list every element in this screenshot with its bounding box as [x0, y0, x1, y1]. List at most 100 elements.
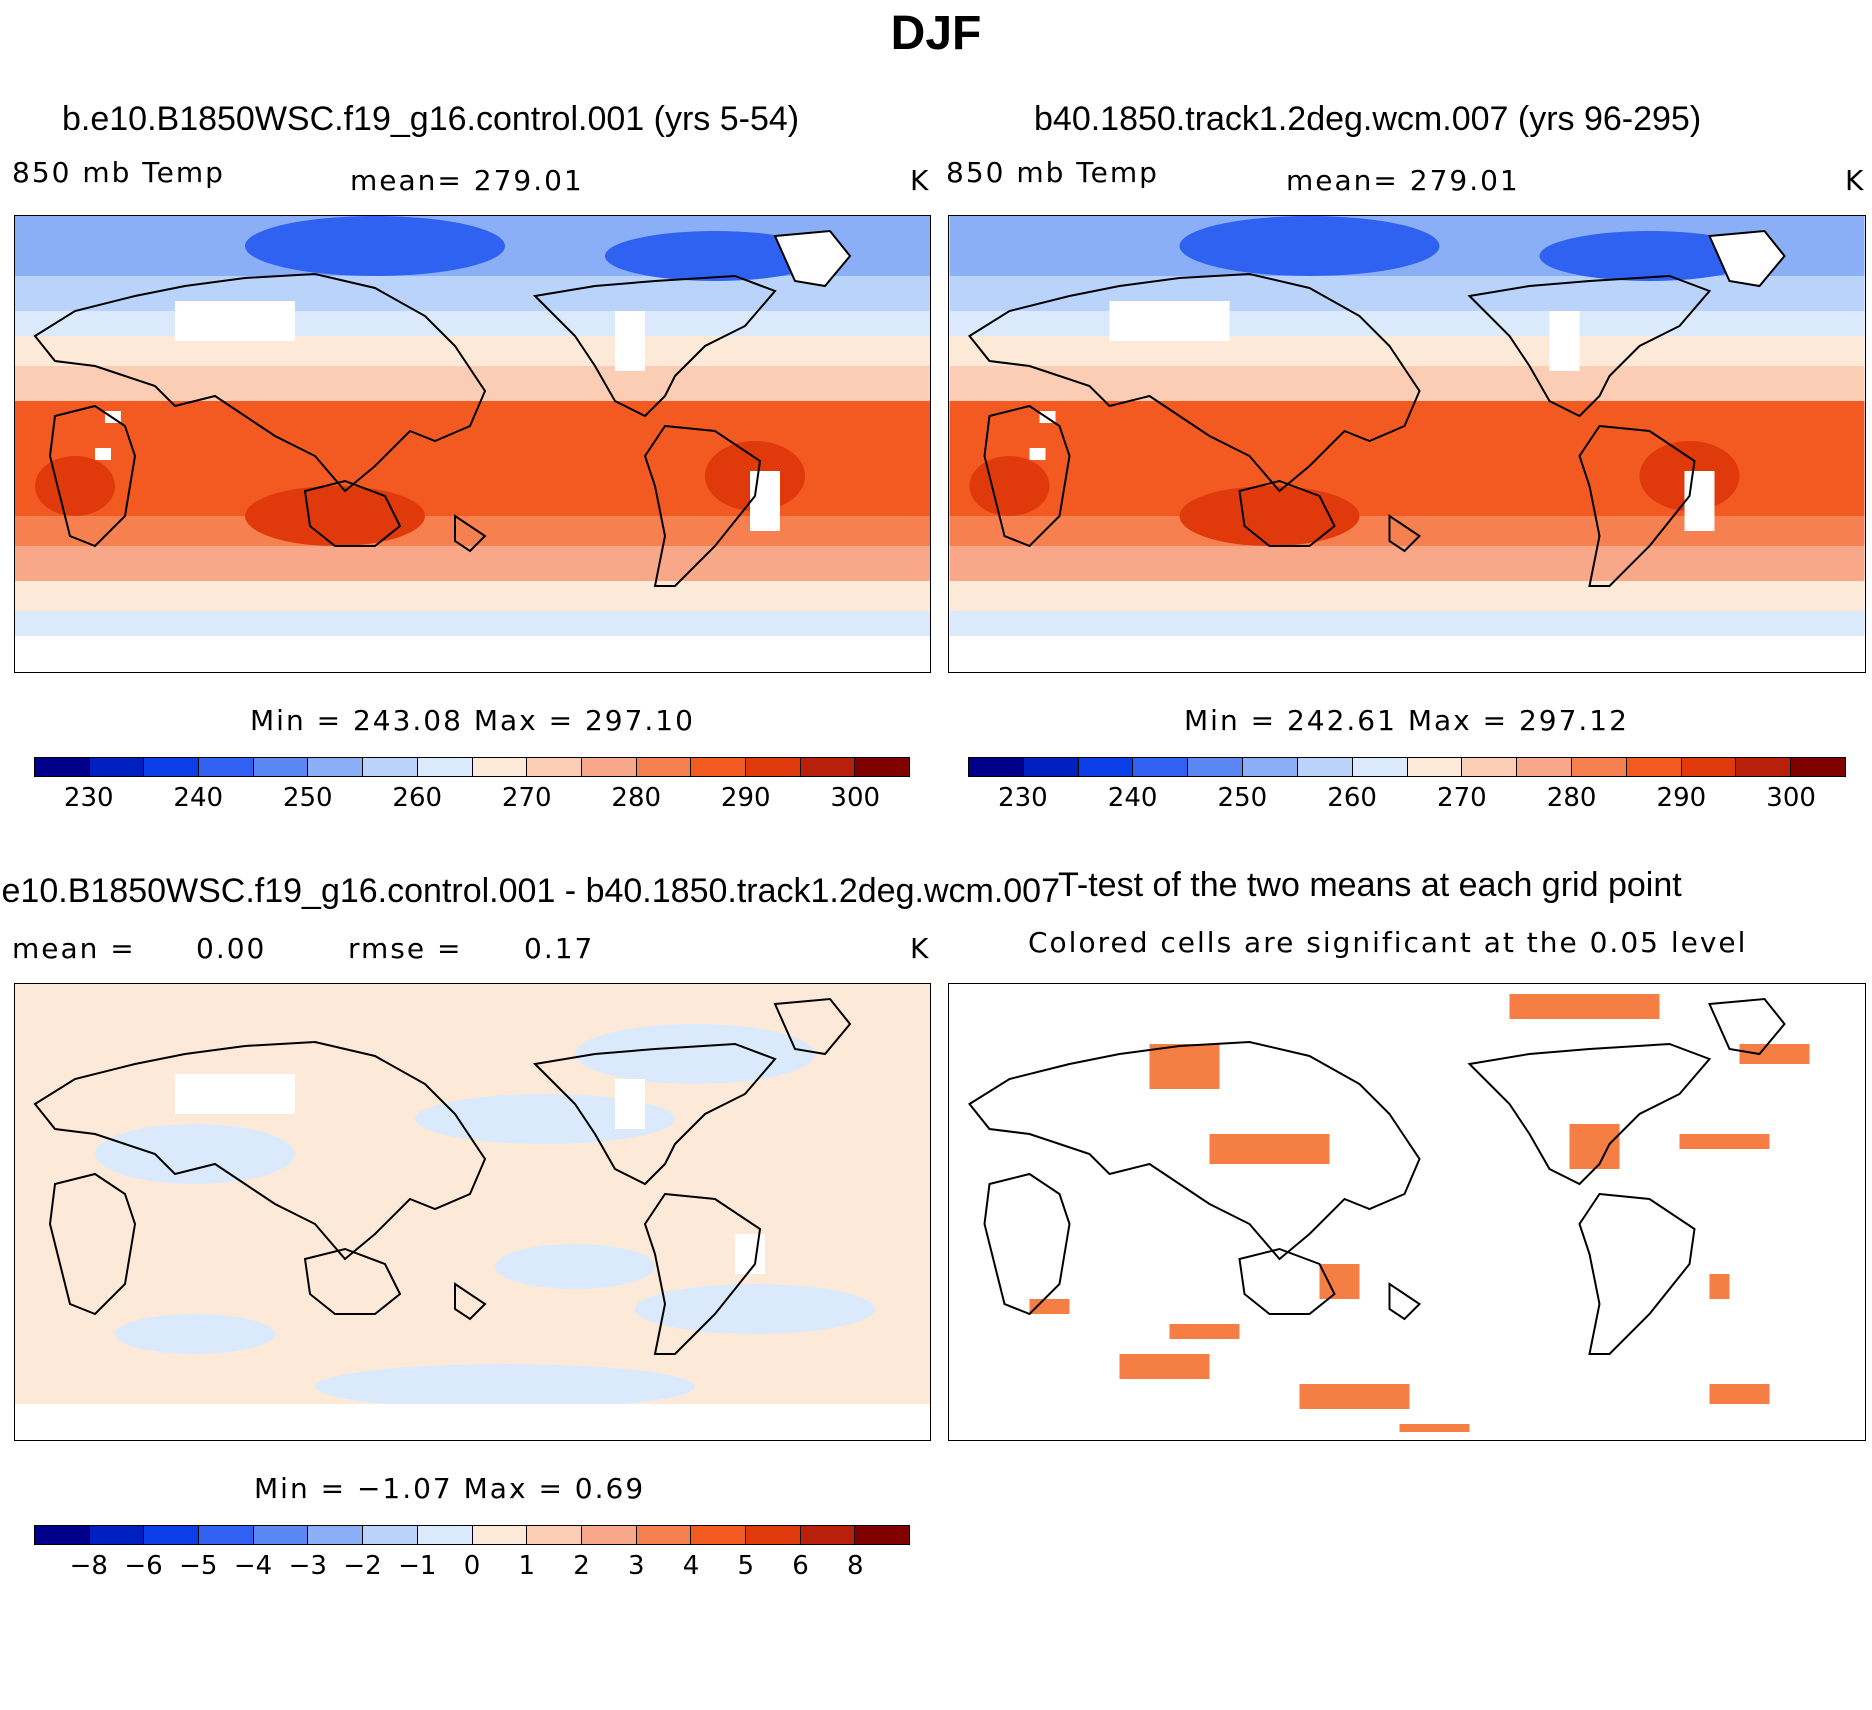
- colorbar-swatch: [89, 1526, 145, 1544]
- colorbar-swatch: [363, 758, 418, 776]
- negative-diff-region: [95, 1124, 295, 1184]
- masked-terrain: [175, 1074, 295, 1114]
- colorbar-tick-label: 230: [998, 783, 1048, 813]
- masked-terrain: [615, 1079, 645, 1129]
- temperature-band: [949, 336, 1865, 366]
- negative-diff-region: [115, 1314, 275, 1354]
- coastline: [1238, 479, 1336, 547]
- temperature-band: [15, 636, 930, 672]
- panel2-mean-label: mean= 279.01: [1286, 164, 1520, 197]
- coastline: [773, 229, 852, 288]
- coastline: [454, 1282, 487, 1321]
- coastline: [1578, 424, 1696, 587]
- colorbar-swatch: [1791, 758, 1845, 776]
- colorbar-tick-label: 270: [501, 783, 552, 813]
- significant-cell: [1149, 1044, 1220, 1089]
- coastline: [1238, 1247, 1336, 1315]
- significant-cell: [1399, 1424, 1470, 1432]
- cold-region: [605, 231, 825, 281]
- panel1-colorbar-ticks: 230 240 250 260 270 280 290 300: [34, 783, 910, 817]
- colorbar-swatch: [253, 758, 309, 776]
- negative-diff-region: [575, 1024, 815, 1084]
- colorbar-swatch: [89, 758, 145, 776]
- colorbar-tick-label: −6: [124, 1551, 163, 1581]
- colorbar-swatch: [472, 1526, 528, 1544]
- warm-pool: [1179, 486, 1360, 546]
- colorbar-swatch: [308, 758, 364, 776]
- warm-pool: [969, 456, 1050, 516]
- significant-cell: [1319, 1264, 1360, 1299]
- panel4-title: T-test of the two means at each grid poi…: [1058, 866, 1682, 904]
- negative-diff-region: [495, 1244, 655, 1289]
- colorbar-swatch: [1517, 758, 1572, 776]
- panel1-colorbar: [34, 757, 910, 777]
- colorbar-tick-label: −4: [233, 1551, 273, 1581]
- panel3-rmse-value: 0.17: [524, 932, 595, 965]
- significant-cell: [1209, 1134, 1330, 1164]
- masked-terrain: [175, 301, 295, 341]
- panel4-subtitle: Colored cells are significant at the 0.0…: [1028, 926, 1748, 959]
- colorbar-tick-label: −3: [288, 1551, 327, 1581]
- colorbar-swatch: [1188, 758, 1244, 776]
- coastline: [1708, 229, 1786, 288]
- panel2-colorbar-ticks: 230 240 250 260 270 280 290 300: [968, 783, 1846, 817]
- figure-title: DJF: [890, 7, 982, 60]
- colorbar-swatch: [35, 1526, 90, 1544]
- coastline: [983, 1172, 1071, 1316]
- significant-cell: [1709, 1384, 1770, 1404]
- colorbar-swatch: [581, 758, 637, 776]
- panel2-colorbar: [968, 757, 1846, 777]
- colorbar-swatch: [745, 758, 801, 776]
- temperature-band: [15, 336, 930, 366]
- masked-terrain: [735, 1234, 765, 1274]
- panel4-map: [948, 983, 1866, 1441]
- panel2-variable-label: 850 mb Temp: [946, 156, 1159, 189]
- coastline: [968, 272, 1421, 493]
- colorbar-swatch: [1297, 758, 1353, 776]
- panel2-title: b40.1850.track1.2deg.wcm.007 (yrs 96-295…: [1034, 100, 1702, 138]
- colorbar-tick-label: 240: [1107, 783, 1158, 813]
- colorbar-swatch: [636, 758, 692, 776]
- coastline: [33, 272, 487, 493]
- colorbar-swatch: [1681, 758, 1737, 776]
- colorbar-swatch: [800, 1526, 856, 1544]
- masked-terrain: [615, 311, 645, 371]
- greenland-mask: [1709, 231, 1785, 286]
- panel2-map: [948, 215, 1866, 673]
- greenland-mask: [775, 231, 850, 286]
- panel3-colorbar-ticks: −8 −6 −5 −4 −3 −2 −1 0 1 2 3 4 5 6 8: [34, 1551, 910, 1585]
- colorbar-tick-label: 6: [792, 1551, 809, 1581]
- colorbar-tick-label: 280: [611, 783, 662, 813]
- temperature-band: [949, 581, 1865, 611]
- colorbar-swatch: [1078, 758, 1134, 776]
- colorbar-tick-label: 230: [63, 783, 114, 813]
- colorbar-swatch: [1352, 758, 1408, 776]
- colorbar-tick-label: 250: [1217, 783, 1268, 813]
- colorbar-tick-label: 250: [282, 783, 333, 813]
- significant-cell: [1169, 1324, 1240, 1339]
- panel1-map-field: [15, 216, 930, 672]
- masked-terrain: [1684, 471, 1715, 531]
- temperature-band: [949, 276, 1865, 311]
- colorbar-swatch: [1571, 758, 1627, 776]
- masked-terrain: [1109, 301, 1230, 341]
- coastline: [1388, 1282, 1422, 1321]
- colorbar-swatch: [1407, 758, 1463, 776]
- coastline: [983, 404, 1071, 548]
- colorbar-swatch: [144, 758, 200, 776]
- colorbar-swatch: [308, 1526, 364, 1544]
- colorbar-swatch: [1023, 758, 1079, 776]
- panel1-mean-label: mean= 279.01: [350, 164, 584, 197]
- panel3-rmse-label: rmse =: [348, 932, 463, 965]
- temperature-band: [949, 636, 1865, 672]
- colorbar-swatch: [1243, 758, 1298, 776]
- panel1-title: b.e10.B1850WSC.f19_g16.control.001 (yrs …: [62, 100, 800, 138]
- colorbar-tick-label: 290: [1656, 783, 1707, 813]
- colorbar-tick-label: 300: [830, 783, 881, 813]
- coastline: [1578, 1192, 1696, 1355]
- panel3-map-field: [15, 984, 930, 1440]
- temperature-band: [15, 401, 930, 456]
- temperature-band: [949, 516, 1865, 546]
- colorbar-swatch: [199, 1526, 254, 1544]
- coastline: [1467, 1042, 1712, 1186]
